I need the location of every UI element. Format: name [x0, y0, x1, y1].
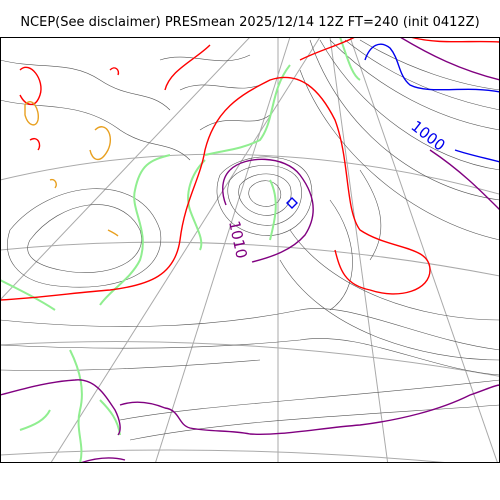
isobar-1010: [0, 37, 500, 463]
isobar-1020: [0, 37, 500, 301]
isobar-1000: [286, 43, 500, 209]
isobars-grey: [0, 39, 500, 441]
isobar-1030: [24, 101, 119, 237]
map-frame-bg: [0, 37, 500, 463]
chart-title: NCEP(See disclaimer) PRESmean 2025/12/14…: [20, 15, 480, 30]
graticule: [0, 37, 500, 463]
